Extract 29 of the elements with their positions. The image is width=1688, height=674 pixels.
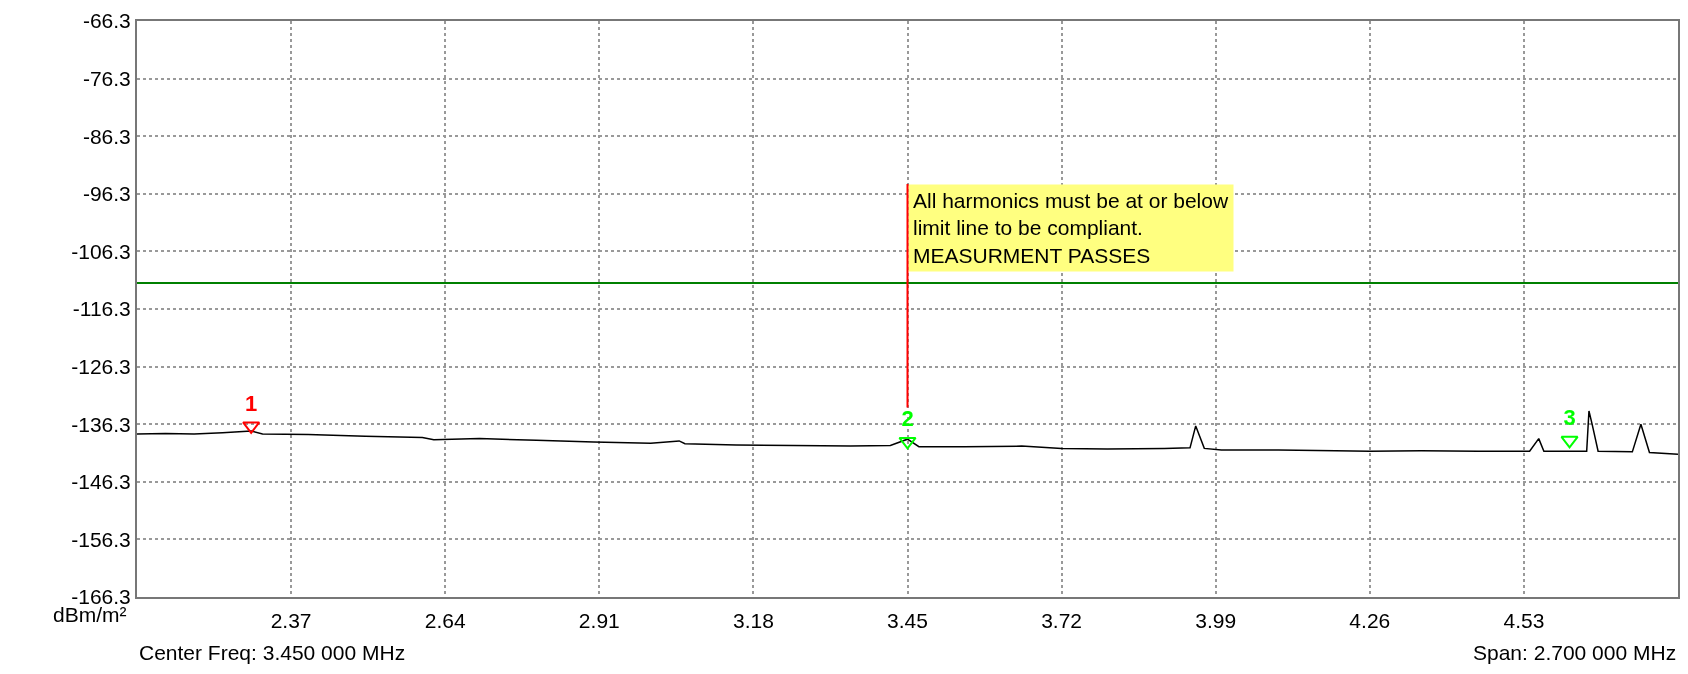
x-tick-label: 3.18 <box>732 609 774 633</box>
x-tick-label: 4.26 <box>1349 609 1391 633</box>
point <box>898 436 917 450</box>
y-tick-label: -106.3 <box>71 239 131 263</box>
y-tick-label: -96.3 <box>82 182 131 206</box>
y-tick-label: -136.3 <box>71 412 131 436</box>
x-tick-label: 3.99 <box>1195 609 1237 633</box>
line-series <box>137 410 1678 455</box>
y-tick-label: -76.3 <box>82 66 131 90</box>
y-tick-label: -66.3 <box>82 9 131 33</box>
x-tick-label: 3.45 <box>887 609 928 633</box>
point <box>1560 435 1579 449</box>
x-tick-label: 3.72 <box>1041 609 1083 633</box>
x-tick-label: 2.91 <box>578 609 620 633</box>
text: Span: 2.700 000 MHz <box>1473 641 1677 664</box>
y-tick-label: -156.3 <box>71 527 131 551</box>
y-tick-label: -126.3 <box>71 354 131 378</box>
annotation: All harmonics must be at or below limit line to be compliant. MEASURMENT PASSES <box>913 189 1229 267</box>
y-tick-label: -146.3 <box>71 470 131 494</box>
series-label: 3 <box>1563 405 1576 431</box>
x-tick-label: 2.64 <box>424 609 466 633</box>
text: Center Freq: 3.450 000 MHz <box>139 641 406 664</box>
y-axis-title: dBm/m² <box>53 603 127 626</box>
series-label: 1 <box>245 390 258 416</box>
x-tick-label: 2.37 <box>270 609 312 633</box>
y-tick-label: -86.3 <box>82 124 131 148</box>
series-label: 2 <box>901 406 914 432</box>
y-tick-label: -116.3 <box>72 297 131 321</box>
x-tick-label: 4.53 <box>1503 609 1545 633</box>
